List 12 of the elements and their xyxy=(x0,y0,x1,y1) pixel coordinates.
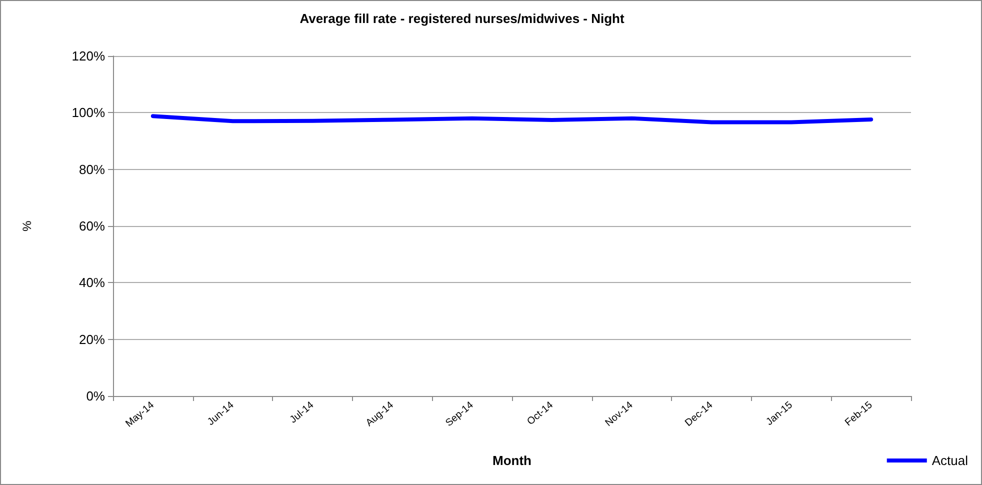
line-series xyxy=(150,114,874,124)
y-tick-label: 40% xyxy=(78,275,106,290)
y-tick-label: 0% xyxy=(86,388,106,404)
chart-title: Average fill rate - registered nurses/midwives - Night xyxy=(300,11,625,26)
y-tick-label: 120% xyxy=(72,48,106,64)
y-tick-label: 100% xyxy=(72,105,106,120)
y-tick-label: 60% xyxy=(78,218,106,234)
y-axis-title: % xyxy=(20,220,34,232)
x-axis-title: Month xyxy=(492,453,532,468)
y-tick-label: 20% xyxy=(78,332,106,347)
y-tick-label: 80% xyxy=(78,162,106,177)
legend-label: Actual xyxy=(932,453,968,468)
